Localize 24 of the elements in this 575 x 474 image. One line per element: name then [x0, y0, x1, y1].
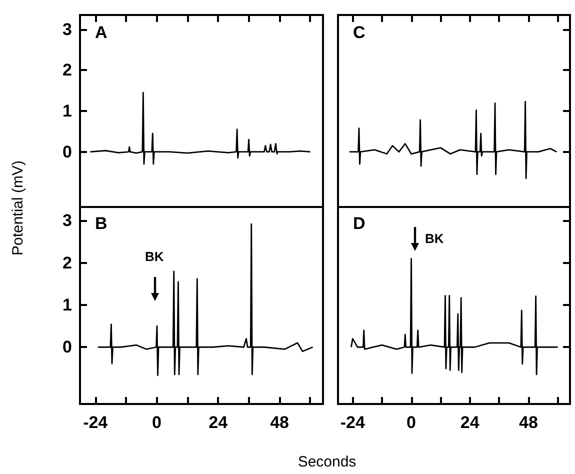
x-tick-label: 0	[406, 413, 416, 432]
y-tick-label: 1	[62, 102, 72, 120]
text: A	[95, 23, 108, 42]
x-tick-label: 24	[460, 413, 480, 432]
y-tick-label: 3	[62, 211, 72, 230]
x-tick-label: 24	[208, 413, 228, 432]
x-axis-title: Seconds	[298, 454, 356, 470]
x-tick-label: 48	[270, 413, 289, 432]
y-tick-label: 3	[62, 20, 72, 39]
text: D	[353, 214, 366, 233]
annotation: BK	[145, 249, 164, 264]
x-tick-label: -24	[340, 413, 366, 432]
y-tick-label: 2	[62, 253, 72, 272]
y-tick-label: 0	[62, 142, 72, 162]
y-axis-title: Potential (mV)	[10, 160, 26, 256]
annotation: BK	[425, 231, 444, 246]
text: B	[95, 214, 108, 233]
x-tick-label: -24	[83, 413, 108, 432]
x-tick-label: 48	[519, 413, 538, 432]
y-tick-label: 1	[62, 296, 72, 314]
x-tick-label: 0	[152, 413, 162, 432]
y-tick-label: 2	[62, 60, 72, 80]
text: C	[353, 23, 366, 42]
y-tick-label: 0	[62, 338, 72, 357]
